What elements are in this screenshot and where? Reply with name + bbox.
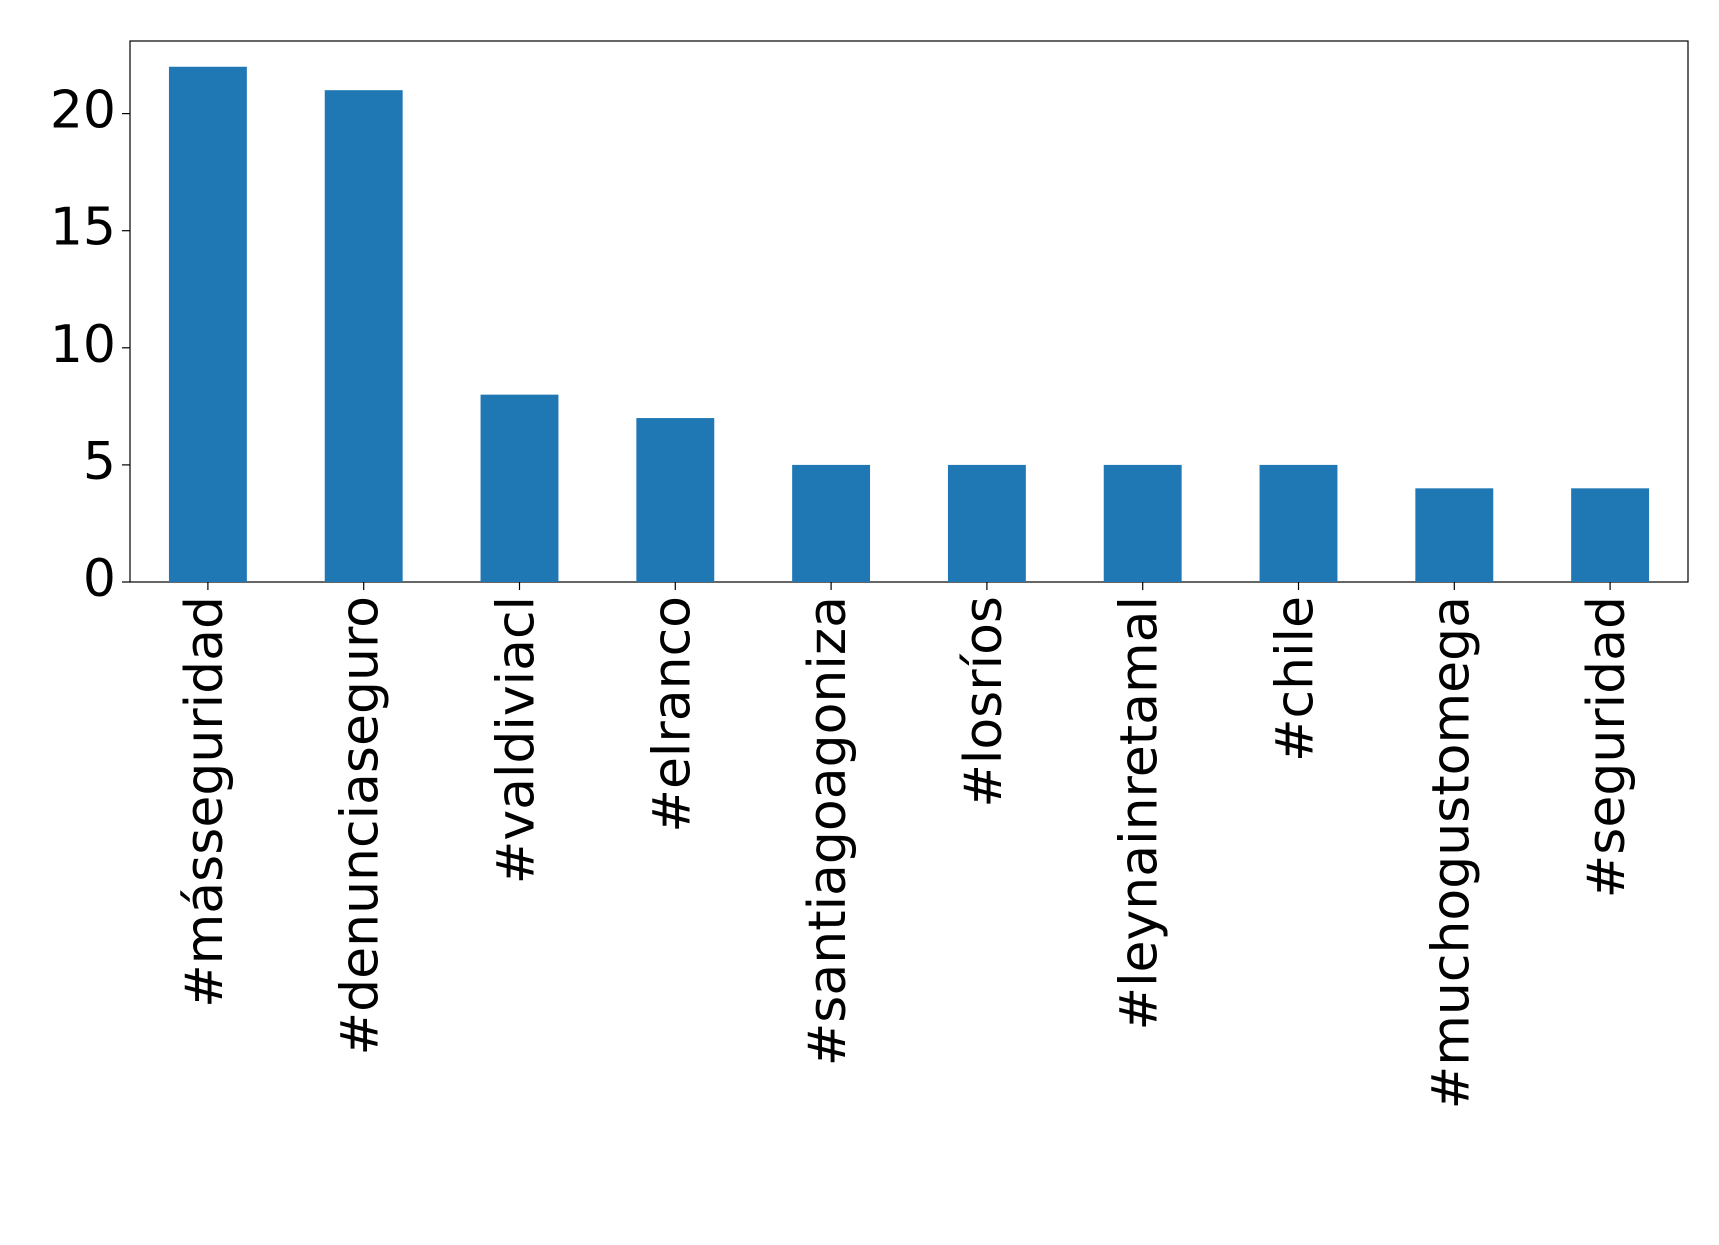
y-tick-label: 5 xyxy=(83,432,116,492)
bar xyxy=(168,66,247,582)
bar xyxy=(324,90,403,582)
x-tick-label: #elranco xyxy=(642,596,702,833)
y-tick-label: 10 xyxy=(50,315,116,375)
x-tick-label: #másseguridad xyxy=(175,596,235,1008)
bar xyxy=(792,464,871,582)
x-tick-label: #chile xyxy=(1266,596,1326,762)
x-tick-label: #santiagoagoniza xyxy=(798,596,858,1066)
x-tick-label: #leynainretamal xyxy=(1110,596,1170,1030)
x-tick-label: #muchogustomega xyxy=(1421,596,1481,1109)
y-tick-label: 0 xyxy=(83,549,116,609)
y-tick-label: 20 xyxy=(50,81,116,141)
plot-frame xyxy=(129,40,1689,583)
bar xyxy=(1415,488,1494,582)
y-tick-label: 15 xyxy=(50,198,116,258)
bar xyxy=(480,394,559,582)
x-tick-label: #valdiviacl xyxy=(487,596,547,884)
bar xyxy=(947,464,1026,582)
bar xyxy=(1571,488,1650,582)
bar xyxy=(1259,464,1338,582)
bar xyxy=(1103,464,1182,582)
x-tick-label: #losríos xyxy=(954,596,1014,808)
bar xyxy=(636,418,715,582)
x-tick-label: #seguridad xyxy=(1577,596,1637,898)
x-tick-label: #denunciaseguro xyxy=(331,596,391,1055)
